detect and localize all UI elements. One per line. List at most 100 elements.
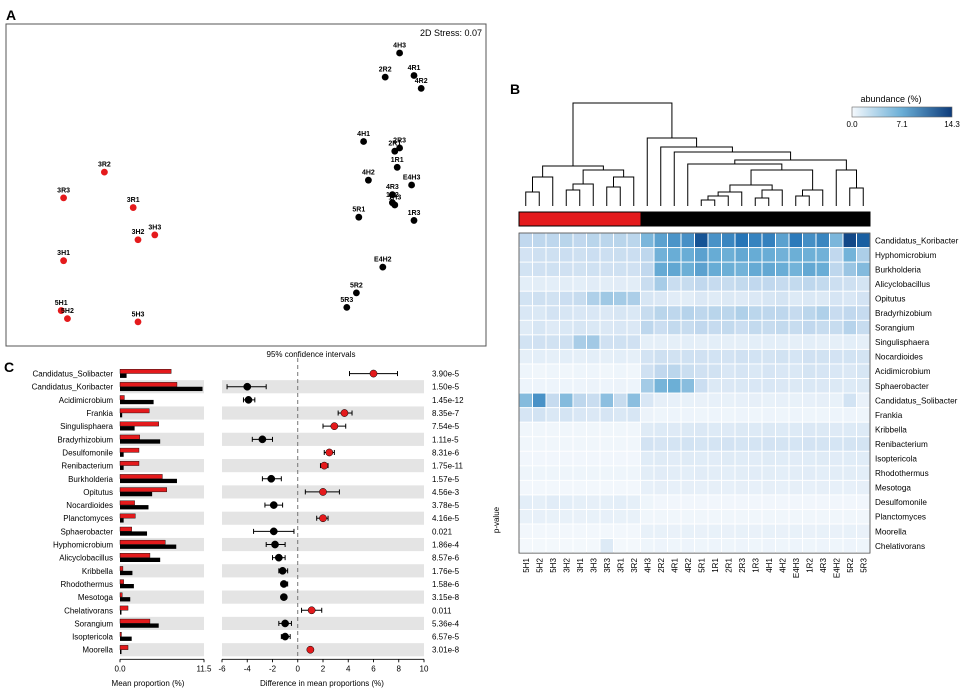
heatmap-cell: [654, 291, 667, 306]
heatmap-panel: abundance (%) 0.0 7.1 14.3 Candidatus_Ko…: [518, 94, 960, 578]
mean-bar-black: [120, 531, 148, 536]
heatmap-cell: [857, 248, 870, 262]
heatmap-cell: [789, 233, 802, 248]
mean-bar-black: [120, 649, 122, 655]
nmds-point-label: 3H3: [148, 224, 161, 231]
heatmap-cell: [668, 451, 681, 466]
heatmap-cell: [614, 248, 627, 262]
heatmap-cell: [789, 262, 802, 277]
heatmap-cell: [519, 233, 532, 248]
heatmap-cell: [843, 233, 856, 248]
heatmap-cell: [803, 291, 816, 306]
heatmap-cell: [533, 320, 546, 335]
mean-bar-red: [119, 408, 150, 414]
heatmap-cell: [600, 451, 613, 466]
heatmap-cell: [708, 495, 721, 509]
heatmap-cell: [735, 291, 748, 306]
heatmap-cell: [519, 495, 532, 509]
heatmap-cell: [830, 408, 843, 422]
heatmap-cell: [641, 495, 654, 509]
heatmap-cell: [695, 248, 708, 262]
p-value-text: 1.45e-12: [432, 396, 464, 405]
heatmap-cell: [641, 291, 654, 306]
heatmap-cell: [762, 495, 775, 509]
dendrogram-branch: [606, 186, 621, 206]
heatmap-cell: [587, 451, 600, 466]
right-x-tick-label: -6: [218, 664, 226, 673]
group-bar-cell: [546, 212, 560, 226]
heatmap-cell: [681, 466, 694, 480]
heatmap-cell: [803, 364, 816, 378]
dendrogram-branch: [673, 151, 792, 206]
mean-bar-black: [120, 465, 124, 470]
heatmap-cell: [519, 262, 532, 277]
nmds-point: [343, 303, 351, 311]
heatmap-cell: [668, 379, 681, 393]
heatmap-cell: [560, 277, 573, 291]
mean-bar-red: [119, 369, 172, 374]
heatmap-taxon-label: Planctomyces: [875, 513, 926, 522]
heatmap-cell: [587, 335, 600, 349]
heatmap-cell: [546, 379, 559, 393]
heatmap-cell: [641, 335, 654, 349]
heatmap-cell: [722, 509, 735, 524]
heatmap-cell: [708, 306, 721, 320]
heatmap-cell: [803, 408, 816, 422]
nmds-point-label: 4H3: [393, 42, 406, 49]
heatmap-cell: [681, 248, 694, 262]
heatmap-sample-label: 5H1: [522, 558, 531, 573]
heatmap-cell: [857, 335, 870, 349]
heatmap-cell: [843, 524, 856, 539]
nmds-point: [410, 72, 418, 79]
heatmap-cell: [843, 495, 856, 509]
heatmap-cell: [573, 466, 586, 480]
heatmap-cell: [789, 451, 802, 466]
heatmap-cell: [816, 451, 829, 466]
heatmap-cell: [803, 277, 816, 291]
nmds-point: [360, 138, 367, 145]
heatmap-cell: [857, 422, 870, 437]
heatmap-cell: [668, 233, 681, 248]
nmds-point-label: 4H2: [362, 170, 375, 177]
nmds-point: [381, 73, 389, 81]
heatmap-cell: [735, 422, 748, 437]
heatmap-cell: [546, 320, 559, 335]
heatmap-cell: [735, 262, 748, 277]
mean-bar-red: [119, 447, 140, 453]
heatmap-cell: [560, 393, 573, 408]
heatmap-cell: [776, 495, 789, 509]
heatmap-cell: [816, 306, 829, 320]
heatmap-cell: [830, 379, 843, 393]
heatmap-cell: [816, 495, 829, 509]
heatmap-cell: [668, 335, 681, 349]
nmds-point: [391, 147, 399, 155]
heatmap-cell: [573, 495, 586, 509]
heatmap-cell: [803, 509, 816, 524]
heatmap-cell: [762, 248, 775, 262]
heatmap-cell: [627, 248, 640, 262]
heatmap-cell: [722, 451, 735, 466]
taxon-label: Planctomyces: [63, 514, 113, 523]
heatmap-cell: [560, 306, 573, 320]
heatmap-cell: [627, 349, 640, 364]
heatmap-cell: [546, 364, 559, 378]
heatmap-cell: [708, 437, 721, 451]
heatmap-cell: [681, 480, 694, 495]
heatmap-cell: [654, 393, 667, 408]
heatmap-cell: [627, 480, 640, 495]
heatmap-cell: [857, 539, 870, 553]
group-bar-cell: [748, 212, 763, 226]
heatmap-taxon-label: Isoptericola: [875, 455, 917, 464]
nmds-point: [60, 257, 67, 265]
heatmap-cell: [830, 349, 843, 364]
heatmap-cell: [546, 480, 559, 495]
heatmap-cell: [843, 422, 856, 437]
heatmap-taxon-label: Desulfomonile: [875, 498, 927, 507]
group-bar-frame: [518, 211, 871, 227]
heatmap-cell: [587, 320, 600, 335]
heatmap-cell: [830, 422, 843, 437]
heatmap-cell: [654, 408, 667, 422]
heatmap-cell: [843, 364, 856, 378]
difference-point: [269, 501, 278, 509]
heatmap-cell: [776, 291, 789, 306]
